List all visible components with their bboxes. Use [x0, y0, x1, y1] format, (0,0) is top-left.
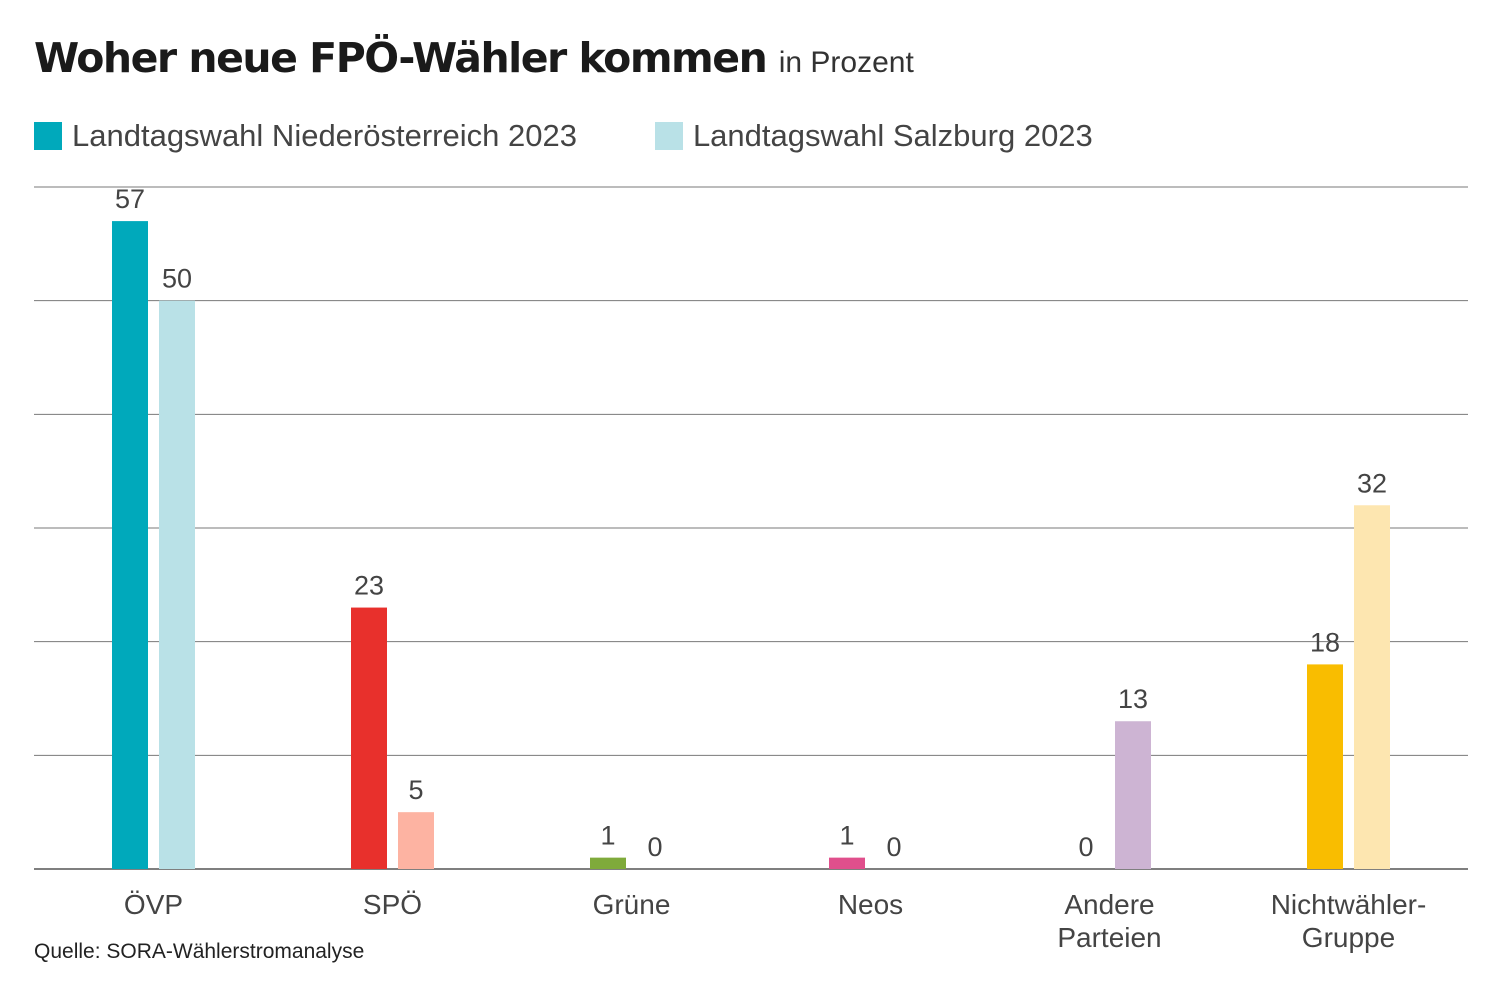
data-label: 57: [115, 184, 145, 214]
data-label: 18: [1310, 627, 1340, 657]
chart-title: Woher neue FPÖ-Wähler kommen: [34, 34, 768, 82]
data-label: 1: [839, 821, 854, 851]
bar-niederoesterreich: [112, 221, 148, 870]
category-label: ÖVP: [124, 889, 183, 920]
legend-label-niederoesterreich: Landtagswahl Niederösterreich 2023: [72, 118, 577, 153]
category-label: Grüne: [593, 889, 671, 920]
bar-niederoesterreich: [829, 857, 865, 869]
category-label: Andere Parteien: [1057, 889, 1161, 953]
category-label-line: Andere: [1064, 889, 1154, 920]
category-label: Neos: [838, 889, 903, 920]
data-label: 5: [408, 775, 423, 805]
data-label: 0: [1078, 832, 1093, 862]
data-label: 50: [162, 264, 192, 294]
bar-niederoesterreich: [351, 607, 387, 869]
legend-item-salzburg: Landtagswahl Salzburg 2023: [654, 118, 1093, 154]
data-label: 1: [600, 821, 615, 851]
legend-swatch-salzburg: [654, 122, 683, 150]
legend-item-niederoesterreich: Landtagswahl Niederösterreich 2023: [34, 118, 577, 154]
bar-salzburg: [1115, 721, 1151, 869]
data-label: 32: [1357, 468, 1387, 498]
category-label-line: Parteien: [1057, 922, 1161, 953]
category-label-line: SPÖ: [363, 889, 422, 920]
category-label-line: ÖVP: [124, 889, 183, 920]
legend-swatch-niederoesterreich: [34, 122, 62, 150]
data-label: 13: [1118, 684, 1148, 714]
title-row: Woher neue FPÖ-Wähler kommen in Prozent: [34, 34, 914, 82]
chart-subtitle: in Prozent: [778, 46, 914, 79]
category-label-line: Gruppe: [1302, 922, 1395, 953]
category-label-line: Neos: [838, 889, 903, 920]
bar-niederoesterreich: [1307, 664, 1343, 869]
source-note: Quelle: SORA-Wählerstromanalyse: [34, 940, 365, 963]
data-label: 0: [647, 832, 662, 862]
bar-salzburg: [159, 300, 195, 870]
data-label: 0: [886, 832, 901, 862]
data-label: 23: [354, 571, 384, 601]
legend: Landtagswahl Niederösterreich 2023 Landt…: [34, 118, 1171, 154]
category-label-line: Nichtwähler-: [1271, 889, 1427, 920]
legend-label-salzburg: Landtagswahl Salzburg 2023: [692, 118, 1093, 153]
bar-niederoesterreich: [590, 857, 626, 869]
bar-salzburg: [398, 812, 434, 869]
category-label: SPÖ: [363, 889, 422, 920]
category-label-line: Grüne: [593, 889, 671, 920]
category-label: Nichtwähler-Gruppe: [1271, 889, 1427, 953]
bar-salzburg: [1354, 505, 1390, 869]
